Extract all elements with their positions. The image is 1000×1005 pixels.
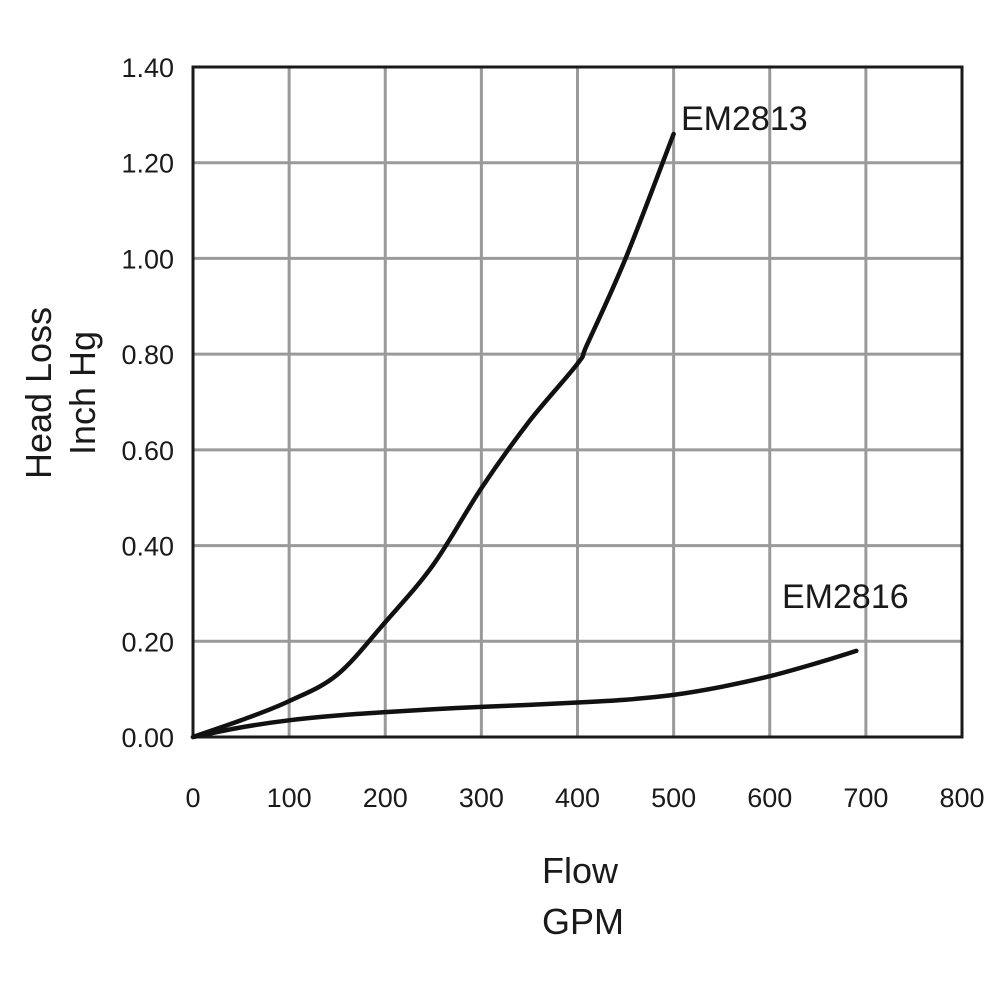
y-tick-label: 0.20 (121, 627, 174, 657)
series-line-em2816 (190, 648, 859, 740)
series-label-em2813: EM2813 (681, 100, 808, 138)
series-lines (190, 131, 859, 740)
x-tick-label: 200 (363, 783, 408, 813)
x-tick-label: 600 (747, 783, 792, 813)
y-tick-label: 1.00 (121, 244, 174, 274)
x-tick-label: 700 (843, 783, 888, 813)
y-tick-label: 1.40 (121, 53, 174, 83)
x-tick-label: 300 (459, 783, 504, 813)
x-axis-title-line2: GPM (542, 901, 624, 942)
x-tick-label: 800 (939, 783, 984, 813)
y-tick-label: 0.40 (121, 532, 174, 562)
y-tick-label: 0.60 (121, 436, 174, 466)
y-tick-label: 1.20 (121, 149, 174, 179)
y-axis-title: Head Loss Inch Hg (18, 307, 103, 479)
y-axis-title-line2: Inch Hg (62, 331, 103, 455)
plot-frame (191, 65, 964, 739)
grid (191, 65, 964, 739)
y-tick-label: 0.80 (121, 340, 174, 370)
y-tick-label: 0.00 (121, 723, 174, 753)
x-tick-label: 500 (651, 783, 696, 813)
x-tick-label: 400 (555, 783, 600, 813)
y-axis-title-line1: Head Loss (18, 307, 59, 479)
series-line-em2813 (190, 131, 676, 740)
x-axis-title-line1: Flow (542, 850, 619, 891)
series-label-em2816: EM2816 (782, 578, 909, 616)
tick-labels: 0 100 200 300 400 500 600 700 800 0.00 0.20 0.40 0.6… (121, 53, 984, 813)
x-tick-label: 100 (267, 783, 312, 813)
x-tick-label: 0 (185, 783, 200, 813)
